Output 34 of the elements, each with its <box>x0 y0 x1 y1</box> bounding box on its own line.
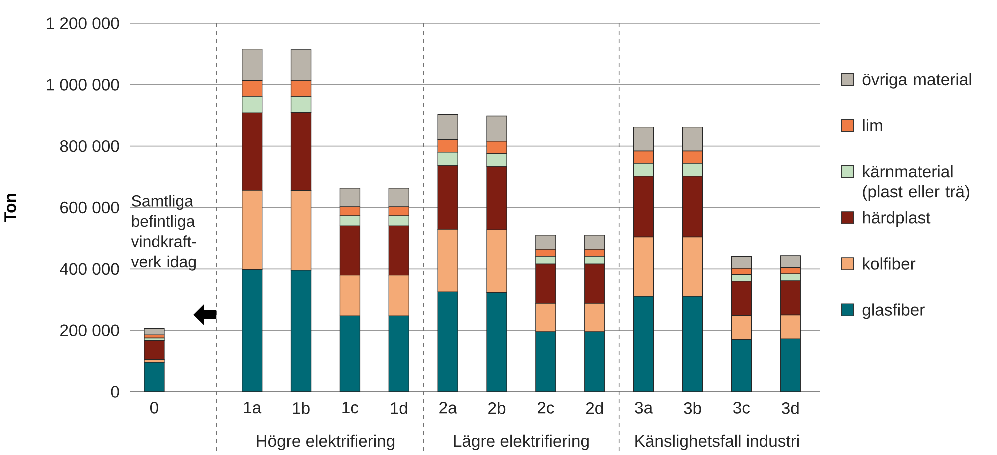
x-tick-label: 1b <box>293 402 310 414</box>
x-tick-label: 3d <box>782 402 799 414</box>
bar <box>144 362 165 392</box>
y-tick-label: 800 000 <box>60 140 120 152</box>
x-tick-label: 1c <box>342 402 359 414</box>
x-tick-label: 2a <box>440 402 458 414</box>
legend-label: övriga material <box>862 73 972 89</box>
y-tick-label: 200 000 <box>60 324 120 336</box>
x-tick-label: 1d <box>391 402 408 414</box>
text: Högre elektrifiering <box>257 434 395 450</box>
y-axis-title: Ton <box>4 194 16 222</box>
text: Känslighetsfall industri <box>636 434 799 450</box>
y-tick-label: 0 <box>111 386 120 398</box>
text: Lägre elektrifiering <box>454 434 589 450</box>
legend-label: kärnmaterial (plast eller trä) <box>863 165 970 202</box>
y-tick-label: 600 000 <box>60 202 120 214</box>
y-tick-label: 1 200 000 <box>47 18 120 30</box>
x-tick-label: 2d <box>586 402 604 414</box>
bar <box>144 340 165 360</box>
x-tick-label: 1a <box>244 402 262 414</box>
x-tick-label: 0 <box>150 402 158 414</box>
bar <box>144 328 165 336</box>
y-tick-label: 1 000 000 <box>47 79 120 91</box>
legend-label: lim <box>863 119 882 132</box>
x-tick-label: 3c <box>734 402 750 414</box>
x-tick-label: 2b <box>488 402 506 414</box>
y-tick-label: 400 000 <box>60 263 120 276</box>
x-tick-label: 3b <box>684 402 702 414</box>
legend-label: glasfiber <box>862 304 925 320</box>
annotation: Samtliga befintliga vindkraft-verk idag <box>131 195 196 271</box>
legend-label: härdplast <box>863 212 931 228</box>
legend-label: kolfiber <box>863 258 916 270</box>
x-tick-label: 3a <box>635 402 654 414</box>
x-tick-label: 2c <box>538 402 554 414</box>
